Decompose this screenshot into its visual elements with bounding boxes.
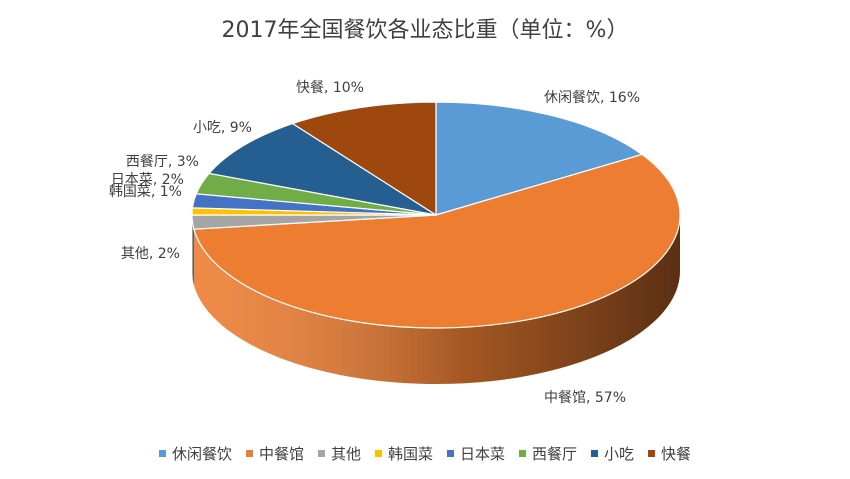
- legend-item-4: 韩国菜: [374, 443, 433, 464]
- legend-item-3: 其他: [317, 443, 361, 464]
- data-label-4: 韩国菜, 1%: [109, 184, 182, 200]
- pie-slice-8: [291, 101, 437, 217]
- legend-swatch-5: [447, 449, 454, 457]
- data-label-layer: 休闲餐饮, 16% 中餐馆, 57% 其他, 2% 韩国菜, 1%日本菜, 2% 西餐厅…: [109, 80, 640, 406]
- data-label-7: 小吃, 9%: [193, 120, 252, 136]
- legend-label-2: 中餐馆: [258, 444, 304, 463]
- legend-item-1: 休闲餐饮: [158, 443, 232, 464]
- pie-side-2-shade: [193, 215, 680, 384]
- data-label-8: 快餐, 10%: [296, 80, 364, 96]
- data-label-6: 西餐厅, 3%: [126, 154, 199, 170]
- legend-label-3: 其他: [330, 444, 361, 463]
- legend-label-5: 日本菜: [460, 444, 506, 463]
- legend-item-5: 日本菜: [447, 443, 505, 464]
- data-label-3: 其他, 2%: [121, 246, 180, 262]
- legend-label-8: 快餐: [661, 444, 692, 463]
- pie-slice-2: [193, 153, 681, 329]
- legend-label-7: 小吃: [604, 444, 635, 463]
- legend-swatch-8: [648, 449, 656, 457]
- legend-label-4: 韩国菜: [387, 444, 433, 463]
- legend-label-6: 西餐厅: [532, 444, 578, 463]
- legend-swatch-7: [591, 449, 599, 457]
- data-label-5: 日本菜, 2%: [111, 172, 184, 188]
- pie-top-layer: [191, 101, 681, 329]
- legend-item-8: 快餐: [648, 443, 691, 464]
- legend-swatch-2: [245, 449, 253, 457]
- legend-swatch-3: [317, 449, 325, 457]
- legend-item-6: 西餐厅: [519, 443, 577, 464]
- legend-swatch-6: [519, 449, 527, 457]
- pie-slice-7: [208, 122, 437, 216]
- pie-slice-1: [435, 101, 644, 216]
- legend: 休闲餐饮 中餐馆 其他 韩国菜 日本菜 西餐厅 小吃 快餐: [0, 441, 850, 465]
- legend-item-2: 中餐馆: [245, 443, 304, 464]
- legend-item-7: 小吃: [591, 443, 634, 464]
- pie-side-layer: [192, 215, 680, 384]
- legend-label-1: 休闲餐饮: [171, 444, 232, 463]
- data-label-1: 休闲餐饮, 16%: [544, 90, 640, 106]
- legend-swatch-1: [158, 449, 166, 457]
- pie-side-3-shade: [192, 215, 194, 286]
- chart-title: 2017年全国餐饮各业态比重（单位：%）: [221, 18, 629, 43]
- legend-swatch-4: [374, 449, 382, 457]
- data-label-2: 中餐馆, 57%: [544, 390, 626, 406]
